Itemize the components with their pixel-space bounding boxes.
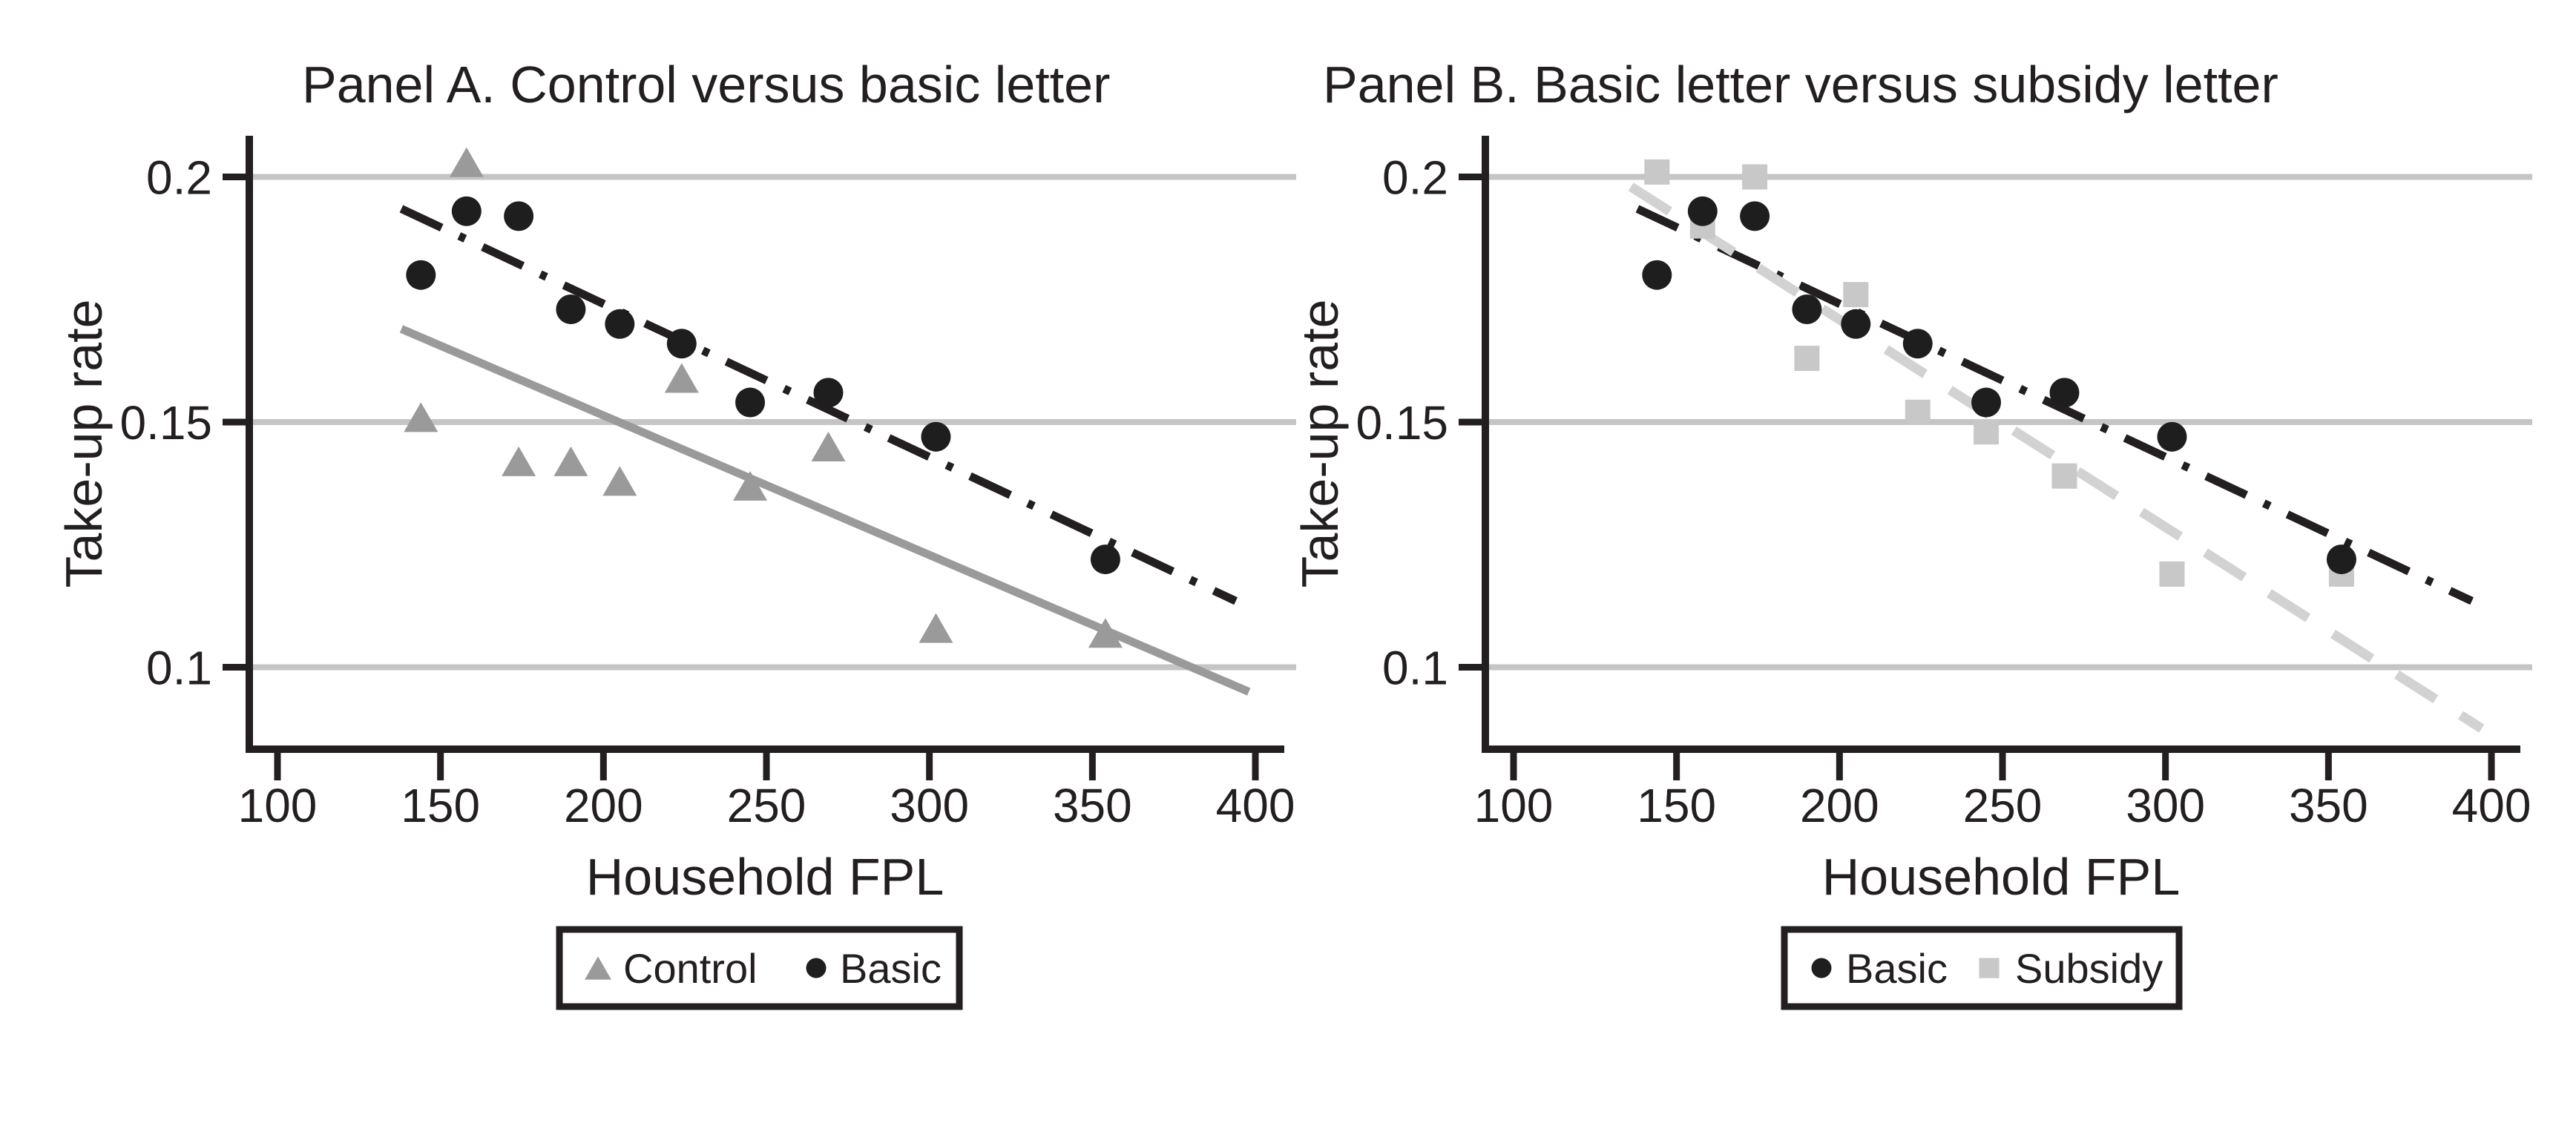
panel-A-basic-point [666, 329, 697, 359]
panel-B-basic-point [1740, 201, 1770, 231]
panel-A-control-point [404, 402, 438, 432]
panel-B-subsidy-point [1974, 419, 2000, 445]
panel-A-basic-point [451, 196, 482, 226]
panel-B-basic-point [1971, 387, 2002, 418]
panel-B-subsidy-point [1843, 282, 1869, 308]
panel-B-x-tick-label: 350 [2289, 779, 2368, 832]
panel-A-legend-basic-marker-icon [806, 958, 827, 978]
panel-B-basic-point [2326, 544, 2356, 575]
panel-A-basic-point [406, 260, 436, 290]
panel-A-basic-point [813, 378, 844, 408]
panel-B-legend-subsidy-label: Subsidy [2015, 945, 2163, 992]
panel-A-control-point [811, 432, 846, 462]
panel-a-y-axis-label: Take-up rate [55, 299, 113, 587]
panel-B-x-tick-label: 300 [2126, 779, 2205, 832]
panel-B-y-tick-label: 0.1 [1382, 642, 1448, 695]
panel-b-plot: 100 150 200 250 300 350 400 0.2 0.15 0.1 Basic Subs… [1356, 136, 2532, 1010]
panel-A-control-point [919, 613, 953, 643]
panel-A-x-tick-label: 250 [727, 779, 806, 832]
panel-b-x-axis-label: Household FPL [1822, 848, 2181, 906]
panel-B-x-tick-label: 100 [1474, 779, 1554, 832]
panel-B-legend-basic-label: Basic [1846, 945, 1948, 992]
panel-B-subsidy-point [1644, 159, 1670, 185]
panel-A-basic-point [735, 387, 766, 418]
panel-A-basic-point [504, 201, 534, 231]
panel-B-subsidy-point [1905, 399, 1931, 425]
panel-A-control-point [733, 470, 768, 501]
panel-A-control-point [664, 363, 699, 393]
panel-A-y-tick-label: 0.15 [119, 396, 212, 450]
panel-a-x-axis-label: Household FPL [586, 848, 944, 906]
panel-A-legend-basic-label: Basic [840, 945, 942, 992]
panel-A-x-tick-label: 350 [1053, 779, 1132, 832]
panel-B-subsidy-point [2051, 463, 2077, 489]
panel-A-control-point [602, 466, 637, 496]
panel-B-x-tick-label: 250 [1963, 779, 2043, 832]
panel-A-legend-box [556, 926, 963, 1010]
panel-A-x-tick-label: 200 [564, 779, 643, 832]
panel-A-legend-control-label: Control [623, 945, 758, 992]
panel-A-control-point [449, 147, 484, 177]
panel-B-subsidy-point [1742, 164, 1768, 190]
panel-B-subsidy-point [2159, 561, 2185, 587]
panel-B-subsidy-fit-line [1628, 182, 2485, 733]
panel-A-basic-point [605, 309, 635, 339]
panel-B-basic-point [1687, 196, 1718, 226]
panel-B-basic-point [2049, 378, 2080, 408]
panel-B-basic-point [1642, 260, 1672, 290]
panel-B-subsidy-point [1794, 346, 1820, 372]
panel-A-x-tick-label: 400 [1216, 779, 1295, 832]
panel-A-control-point [502, 446, 536, 476]
panel-b-title: Panel B. Basic letter versus subsidy let… [1323, 56, 2278, 113]
panel-B-y-tick-label: 0.2 [1382, 151, 1448, 205]
panel-A-x-tick-label: 300 [890, 779, 969, 832]
panel-A-basic-point [1090, 544, 1120, 575]
panel-B-y-tick-label: 0.15 [1356, 396, 1448, 450]
panel-A-basic-point [556, 294, 586, 324]
panel-a-plot: 100 150 200 250 300 350 400 0.2 0.15 0.1 Control Ba… [119, 136, 1296, 1010]
panel-B-basic-point [2157, 421, 2187, 452]
panel-B-x-tick-label: 200 [1800, 779, 1879, 832]
panel-a-title: Panel A. Control versus basic letter [302, 56, 1110, 113]
panel-A-x-tick-label: 100 [238, 779, 318, 832]
panel-B-basic-point [1841, 309, 1871, 339]
panel-A-x-tick-label: 150 [401, 779, 480, 832]
panel-A-y-tick-label: 0.1 [146, 642, 212, 695]
panel-B-legend-subsidy-marker-icon [1979, 958, 2000, 978]
panel-A-basic-fit-line [399, 205, 1238, 605]
panel-B-basic-point [1902, 329, 1933, 359]
panel-B-x-tick-label: 150 [1637, 779, 1716, 832]
panel-A-control-point [1088, 618, 1123, 648]
panel-A-control-point [553, 446, 588, 476]
panel-b-y-axis-label: Take-up rate [1291, 299, 1349, 587]
panel-B-basic-point [1792, 294, 1822, 324]
panel-A-basic-point [921, 421, 951, 452]
panel-A-y-tick-label: 0.2 [146, 151, 212, 205]
panel-B-legend-basic-marker-icon [1811, 958, 1832, 978]
panel-A-legend-control-marker-icon [585, 956, 611, 980]
panel-B-x-tick-label: 400 [2452, 779, 2531, 832]
